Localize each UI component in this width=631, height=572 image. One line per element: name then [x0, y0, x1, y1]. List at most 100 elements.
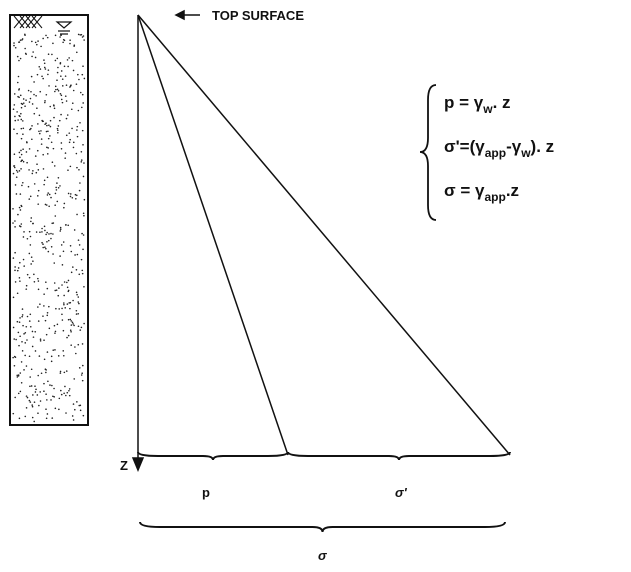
soil-dot	[66, 303, 69, 305]
soil-dot	[53, 387, 55, 390]
soil-dot	[80, 150, 83, 153]
soil-dot	[77, 109, 80, 112]
soil-dot	[69, 138, 71, 141]
brace	[139, 521, 506, 533]
soil-dot	[14, 266, 16, 268]
soil-dot	[25, 99, 27, 101]
soil-dot	[69, 329, 72, 332]
soil-dot	[49, 125, 52, 128]
soil-dot	[66, 286, 69, 289]
equation-text: p = γ	[444, 93, 484, 112]
soil-dot	[83, 162, 85, 164]
soil-dot	[15, 193, 18, 195]
soil-dot	[24, 34, 26, 36]
soil-dot	[37, 189, 40, 192]
soil-dot	[47, 192, 49, 194]
soil-dot	[68, 132, 71, 134]
soil-dot	[60, 75, 62, 77]
soil-dot	[18, 206, 21, 209]
soil-dot	[24, 354, 26, 357]
equation-text: σ = γ	[444, 181, 485, 200]
soil-dot	[48, 193, 51, 196]
soil-dot	[65, 117, 68, 120]
soil-dot	[39, 391, 41, 393]
soil-dot	[21, 159, 24, 162]
soil-dot	[69, 39, 71, 41]
soil-dot	[58, 287, 60, 289]
soil-dot	[71, 127, 73, 130]
soil-dot	[81, 372, 83, 375]
soil-dot	[34, 155, 37, 157]
soil-dot	[78, 78, 80, 81]
soil-dot	[82, 143, 84, 146]
soil-dot	[70, 250, 73, 253]
soil-dot	[60, 70, 63, 72]
stress-lines	[131, 9, 511, 472]
soil-dot	[45, 93, 48, 96]
soil-dot	[14, 119, 17, 122]
p-label: p	[202, 485, 210, 500]
soil-dot	[78, 168, 80, 171]
soil-dot	[28, 399, 31, 402]
soil-dot	[57, 176, 60, 179]
soil-dot	[50, 141, 53, 144]
soil-dot	[12, 108, 15, 111]
soil-dot	[70, 271, 73, 274]
soil-dot	[38, 114, 41, 117]
soil-dot	[82, 414, 85, 417]
soil-dot	[12, 412, 15, 415]
soil-dot	[30, 385, 33, 387]
soil-dot	[23, 231, 25, 233]
soil-dot	[27, 185, 30, 188]
soil-dot	[31, 404, 34, 406]
soil-dot	[71, 196, 74, 199]
soil-dot	[81, 269, 84, 272]
soil-dot	[37, 203, 40, 205]
soil-dot	[54, 332, 56, 334]
soil-dot	[75, 309, 78, 312]
soil-dot	[76, 135, 79, 138]
soil-dot	[12, 356, 14, 359]
soil-dot	[22, 258, 25, 261]
soil-dot	[53, 396, 55, 398]
soil-dot	[65, 134, 68, 137]
soil-dot	[22, 98, 25, 100]
soil-dot	[47, 380, 49, 383]
soil-dot	[60, 113, 62, 116]
soil-dot	[62, 350, 65, 352]
soil-dot	[18, 225, 21, 227]
soil-dot	[54, 85, 57, 88]
soil-dot	[20, 137, 23, 140]
soil-dot	[43, 62, 46, 65]
soil-dot	[38, 65, 41, 68]
soil-dot	[28, 169, 30, 171]
soil-dot	[31, 103, 34, 105]
soil-dot	[74, 254, 76, 256]
soil-dot	[21, 39, 23, 41]
soil-dot	[41, 241, 43, 244]
soil-dot	[81, 232, 83, 235]
soil-dot	[45, 417, 48, 420]
soil-dot	[40, 138, 43, 140]
soil-dot	[55, 307, 57, 310]
soil-dot	[42, 153, 44, 156]
soil-dot	[21, 314, 24, 316]
soil-dot	[16, 376, 19, 378]
soil-dot	[70, 344, 72, 346]
soil-dot	[49, 105, 52, 108]
soil-dot	[46, 314, 49, 317]
soil-dot	[46, 287, 49, 290]
soil-dot	[42, 37, 44, 40]
soil-dot	[41, 231, 43, 233]
soil-dot	[77, 343, 80, 346]
soil-dot	[48, 85, 50, 87]
soil-dot	[26, 339, 28, 341]
soil-dot	[46, 146, 48, 149]
soil-dot	[81, 379, 84, 382]
soil-dot	[51, 53, 53, 56]
soil-dot	[20, 153, 23, 156]
soil-dot	[68, 57, 70, 59]
subscript: w	[482, 102, 493, 116]
soil-dot	[39, 303, 41, 305]
soil-dot	[76, 129, 78, 131]
